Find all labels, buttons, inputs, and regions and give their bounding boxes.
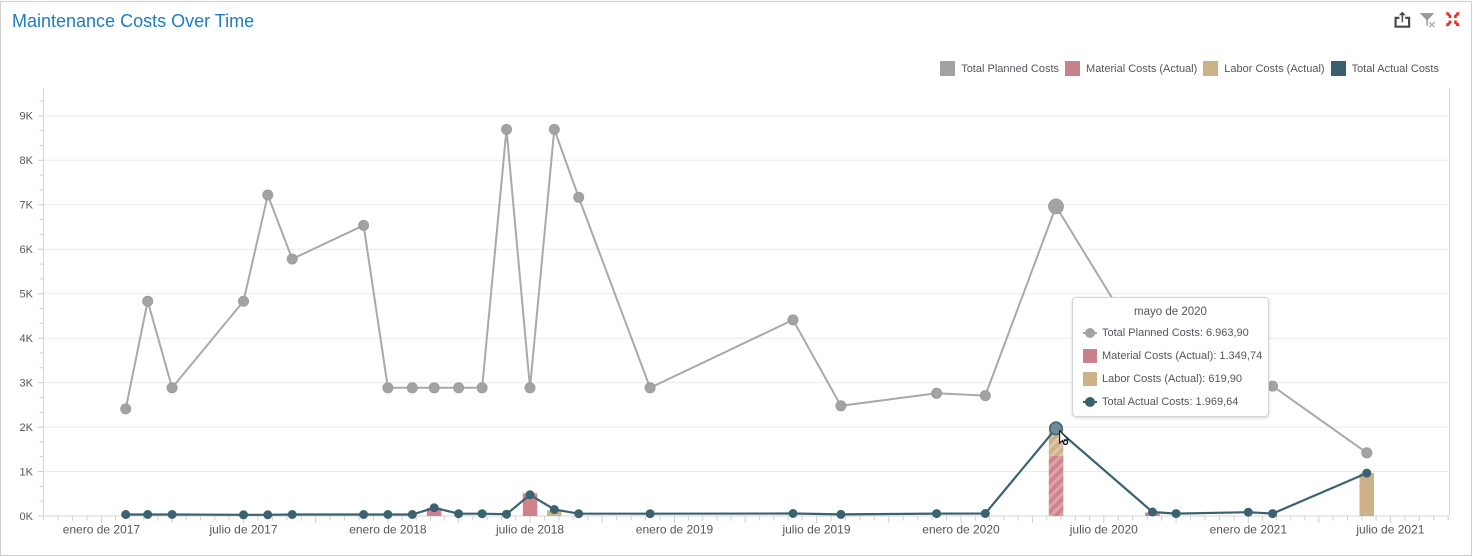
- svg-text:enero de 2019: enero de 2019: [636, 523, 714, 537]
- svg-text:enero de 2017: enero de 2017: [63, 523, 141, 537]
- svg-text:julio de 2017: julio de 2017: [208, 523, 277, 537]
- svg-text:julio de 2020: julio de 2020: [1069, 523, 1138, 537]
- svg-text:julio de 2021: julio de 2021: [1355, 523, 1424, 537]
- svg-text:5K: 5K: [20, 289, 34, 301]
- svg-text:julio de 2019: julio de 2019: [781, 523, 850, 537]
- svg-text:6K: 6K: [20, 244, 34, 256]
- svg-text:enero de 2020: enero de 2020: [922, 523, 1000, 537]
- svg-text:0K: 0K: [20, 511, 34, 523]
- svg-text:8K: 8K: [20, 155, 34, 167]
- svg-text:2K: 2K: [20, 422, 34, 434]
- svg-text:enero de 2018: enero de 2018: [349, 523, 427, 537]
- svg-text:7K: 7K: [20, 200, 34, 212]
- svg-text:4K: 4K: [20, 333, 34, 345]
- svg-text:3K: 3K: [20, 377, 34, 389]
- svg-text:1K: 1K: [20, 466, 34, 478]
- svg-text:enero de 2021: enero de 2021: [1210, 523, 1288, 537]
- svg-text:julio de 2018: julio de 2018: [495, 523, 564, 537]
- svg-text:9K: 9K: [20, 111, 34, 123]
